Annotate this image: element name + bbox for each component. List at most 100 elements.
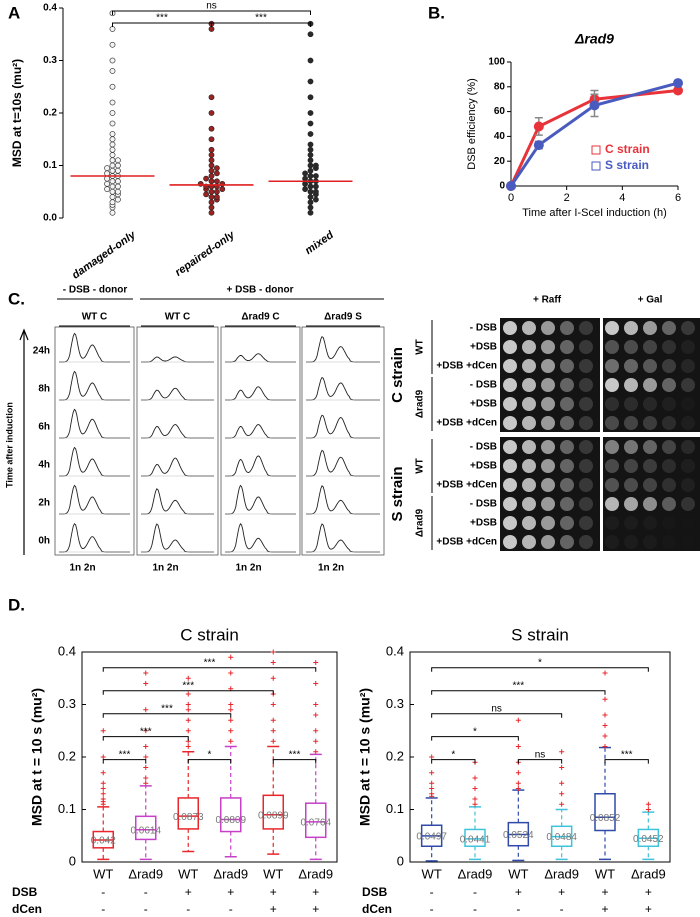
significance-label: *** bbox=[140, 726, 152, 737]
spot bbox=[605, 459, 619, 473]
condition-value: - bbox=[144, 902, 148, 916]
spot bbox=[560, 416, 574, 430]
data-point bbox=[213, 165, 220, 172]
spot bbox=[579, 340, 593, 354]
data-point bbox=[213, 178, 220, 185]
outlier bbox=[559, 749, 565, 755]
outlier bbox=[270, 728, 276, 734]
x-tick-label: 0 bbox=[508, 192, 514, 204]
row-label: +DSB bbox=[470, 461, 497, 472]
significance-bracket bbox=[431, 690, 606, 695]
data-point bbox=[307, 167, 314, 174]
outlier bbox=[228, 717, 234, 723]
outlier bbox=[143, 670, 149, 676]
spot bbox=[624, 359, 638, 373]
data-point bbox=[208, 157, 215, 164]
x-tick-label: Δrad9 bbox=[458, 866, 493, 881]
outlier bbox=[143, 754, 149, 760]
significance-bracket bbox=[102, 713, 232, 718]
spot bbox=[579, 397, 593, 411]
spot bbox=[541, 478, 555, 492]
x-tick-label: Δrad9 bbox=[298, 866, 333, 881]
outlier bbox=[143, 681, 149, 686]
data-point bbox=[109, 199, 116, 206]
time-label: 24h bbox=[33, 346, 50, 357]
box bbox=[177, 797, 199, 830]
spot bbox=[624, 340, 638, 354]
x-axis-label: Time after I-SceI induction (h) bbox=[522, 207, 666, 219]
data-point bbox=[115, 157, 121, 164]
spot bbox=[560, 321, 574, 335]
x-tick-label: WT bbox=[422, 866, 442, 881]
spot bbox=[605, 535, 619, 549]
panel-label: C. bbox=[8, 289, 25, 308]
outlier bbox=[100, 791, 106, 797]
data-point bbox=[533, 121, 544, 132]
data-point bbox=[312, 188, 319, 195]
outlier bbox=[313, 749, 319, 755]
outlier bbox=[313, 728, 319, 734]
median-label: 0.0899 bbox=[258, 810, 289, 821]
spot bbox=[681, 340, 695, 354]
outlier bbox=[185, 702, 191, 707]
x-tick-label: Δrad9 bbox=[631, 866, 666, 881]
spot bbox=[681, 416, 695, 430]
row-label: - DSB bbox=[470, 323, 497, 334]
spot bbox=[503, 535, 517, 549]
spot bbox=[681, 440, 695, 454]
flow-frame bbox=[220, 326, 301, 556]
spot bbox=[643, 321, 657, 335]
median-label: 0.0809 bbox=[215, 815, 246, 826]
data-point bbox=[219, 186, 226, 193]
data-point bbox=[307, 152, 314, 158]
data-point bbox=[109, 178, 116, 185]
data-point bbox=[109, 209, 116, 216]
spot bbox=[503, 497, 517, 511]
outlier bbox=[270, 738, 276, 744]
data-point bbox=[213, 188, 220, 195]
data-point bbox=[312, 183, 319, 190]
condition-name: dCen bbox=[12, 902, 42, 916]
data-point bbox=[208, 110, 215, 116]
panel-label: A bbox=[8, 3, 20, 22]
spot bbox=[560, 440, 574, 454]
data-point bbox=[213, 194, 220, 200]
condition-value: - bbox=[101, 902, 105, 916]
outlier bbox=[228, 738, 234, 744]
spot bbox=[662, 478, 676, 492]
data-point bbox=[109, 157, 116, 164]
y-tick-label: 100 bbox=[488, 57, 505, 68]
data-point bbox=[115, 183, 121, 190]
data-point bbox=[208, 204, 215, 211]
box bbox=[464, 828, 486, 848]
condition-value: + bbox=[645, 885, 652, 899]
y-tick-label: 0.3 bbox=[58, 696, 76, 711]
outlier bbox=[270, 649, 276, 655]
flow-column-label: WT C bbox=[165, 312, 191, 323]
chart-title: C strain bbox=[180, 625, 239, 644]
outlier bbox=[645, 807, 651, 812]
significance-label: *** bbox=[512, 680, 524, 691]
outlier bbox=[559, 801, 565, 807]
outlier bbox=[313, 681, 319, 686]
spot bbox=[681, 535, 695, 549]
condition-value: + bbox=[312, 902, 319, 916]
data-point bbox=[208, 125, 215, 132]
data-point bbox=[312, 196, 319, 203]
chart-title: S strain bbox=[511, 625, 569, 644]
spot bbox=[643, 416, 657, 430]
x-tick-label: Δrad9 bbox=[213, 866, 248, 881]
outlier bbox=[559, 765, 565, 770]
spot bbox=[605, 378, 619, 392]
significance-label: *** bbox=[255, 13, 267, 24]
spot bbox=[503, 478, 517, 492]
significance-label: *** bbox=[156, 13, 168, 24]
spot bbox=[662, 378, 676, 392]
outlier bbox=[185, 691, 191, 697]
spot bbox=[624, 497, 638, 511]
significance-label: *** bbox=[161, 703, 173, 714]
y-axis-label: MSD at t = 10 s (mu²) bbox=[357, 688, 373, 826]
data-point bbox=[208, 162, 215, 169]
legend-label: C strain bbox=[605, 142, 650, 156]
spot bbox=[541, 535, 555, 549]
